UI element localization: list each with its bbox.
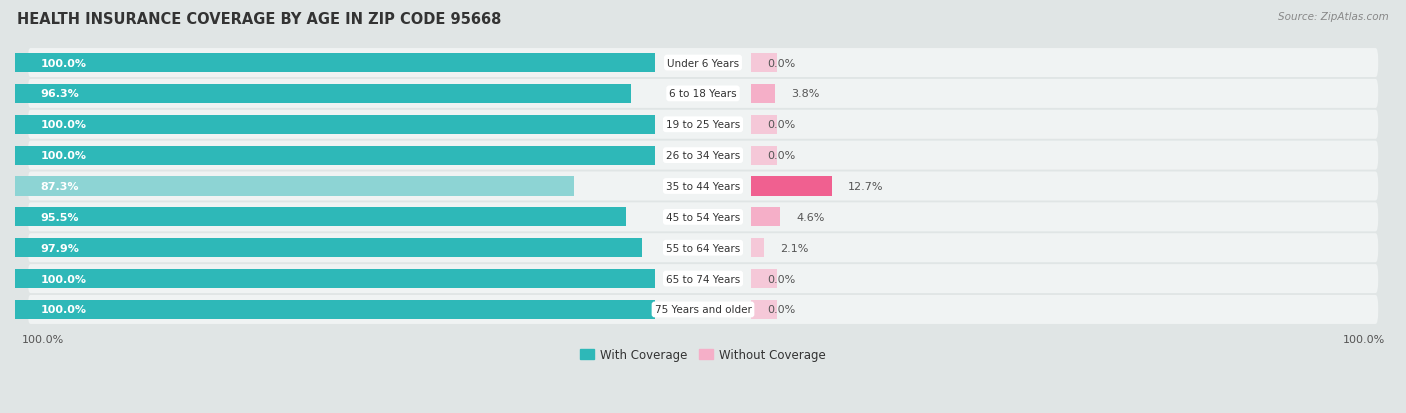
Text: 95.5%: 95.5% bbox=[41, 212, 79, 222]
Bar bbox=[15, 300, 655, 319]
Bar bbox=[15, 54, 655, 73]
FancyBboxPatch shape bbox=[28, 141, 1378, 170]
FancyBboxPatch shape bbox=[28, 295, 1378, 324]
FancyBboxPatch shape bbox=[28, 203, 1378, 232]
Text: 75 Years and older: 75 Years and older bbox=[655, 305, 751, 315]
Text: 4.6%: 4.6% bbox=[796, 212, 825, 222]
Bar bbox=[15, 85, 631, 104]
Bar bbox=[751, 239, 765, 258]
Bar bbox=[751, 85, 775, 104]
FancyBboxPatch shape bbox=[28, 111, 1378, 140]
Bar bbox=[751, 146, 776, 165]
Text: 6 to 18 Years: 6 to 18 Years bbox=[669, 89, 737, 99]
Text: Under 6 Years: Under 6 Years bbox=[666, 58, 740, 69]
Text: 26 to 34 Years: 26 to 34 Years bbox=[666, 151, 740, 161]
Text: 0.0%: 0.0% bbox=[768, 151, 796, 161]
Text: 35 to 44 Years: 35 to 44 Years bbox=[666, 182, 740, 192]
Text: 100.0%: 100.0% bbox=[41, 305, 87, 315]
Bar bbox=[751, 269, 776, 288]
Text: 0.0%: 0.0% bbox=[768, 305, 796, 315]
Text: 100.0%: 100.0% bbox=[41, 58, 87, 69]
Text: 19 to 25 Years: 19 to 25 Years bbox=[666, 120, 740, 130]
FancyBboxPatch shape bbox=[28, 264, 1378, 293]
Bar bbox=[751, 115, 776, 135]
Legend: With Coverage, Without Coverage: With Coverage, Without Coverage bbox=[575, 344, 831, 366]
Text: 3.8%: 3.8% bbox=[792, 89, 820, 99]
Text: HEALTH INSURANCE COVERAGE BY AGE IN ZIP CODE 95668: HEALTH INSURANCE COVERAGE BY AGE IN ZIP … bbox=[17, 12, 502, 27]
Text: Source: ZipAtlas.com: Source: ZipAtlas.com bbox=[1278, 12, 1389, 22]
Text: 0.0%: 0.0% bbox=[768, 120, 796, 130]
Text: 87.3%: 87.3% bbox=[41, 182, 79, 192]
Text: 100.0%: 100.0% bbox=[21, 334, 63, 344]
Bar bbox=[751, 208, 780, 227]
FancyBboxPatch shape bbox=[28, 172, 1378, 201]
Text: 12.7%: 12.7% bbox=[848, 182, 884, 192]
Text: 55 to 64 Years: 55 to 64 Years bbox=[666, 243, 740, 253]
Text: 97.9%: 97.9% bbox=[41, 243, 80, 253]
FancyBboxPatch shape bbox=[28, 234, 1378, 263]
Bar bbox=[15, 177, 574, 196]
FancyBboxPatch shape bbox=[28, 49, 1378, 78]
Text: 45 to 54 Years: 45 to 54 Years bbox=[666, 212, 740, 222]
Text: 0.0%: 0.0% bbox=[768, 274, 796, 284]
Bar bbox=[751, 177, 832, 196]
Bar bbox=[15, 269, 655, 288]
Bar bbox=[15, 239, 641, 258]
Text: 100.0%: 100.0% bbox=[1343, 334, 1385, 344]
FancyBboxPatch shape bbox=[28, 80, 1378, 109]
Bar bbox=[15, 146, 655, 165]
Text: 100.0%: 100.0% bbox=[41, 151, 87, 161]
Text: 0.0%: 0.0% bbox=[768, 58, 796, 69]
Bar bbox=[751, 54, 776, 73]
Text: 65 to 74 Years: 65 to 74 Years bbox=[666, 274, 740, 284]
Text: 2.1%: 2.1% bbox=[780, 243, 808, 253]
Bar bbox=[15, 115, 655, 135]
Bar bbox=[751, 300, 776, 319]
Text: 100.0%: 100.0% bbox=[41, 120, 87, 130]
Text: 100.0%: 100.0% bbox=[41, 274, 87, 284]
Bar bbox=[15, 208, 626, 227]
Text: 96.3%: 96.3% bbox=[41, 89, 79, 99]
